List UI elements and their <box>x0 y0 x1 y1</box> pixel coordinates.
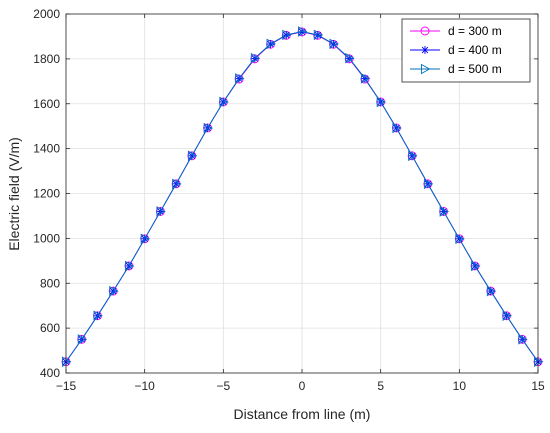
series-3-point <box>298 26 308 37</box>
x-axis-label: Distance from line (m) <box>234 406 371 422</box>
y-tick-label: 1200 <box>33 187 60 201</box>
y-tick-label: 400 <box>40 366 60 380</box>
series-3 <box>62 26 544 368</box>
series-3-point <box>360 73 371 84</box>
x-tick-label: 0 <box>299 379 306 393</box>
legend-box <box>401 18 531 83</box>
series-3-point <box>124 260 135 272</box>
series-3-point <box>345 52 355 64</box>
series-3-point <box>250 52 261 64</box>
series-3-point <box>77 334 88 345</box>
legend-marker <box>421 63 431 75</box>
legend-label: d = 400 m <box>448 43 502 57</box>
series-3-point <box>313 29 324 41</box>
legend-marker <box>421 46 429 54</box>
series-3-point <box>329 38 339 50</box>
y-tick-label: 1400 <box>33 142 60 156</box>
y-tick-label: 1800 <box>33 52 60 66</box>
series-3-point <box>376 96 387 108</box>
series-3-point <box>156 206 166 217</box>
series-3-point <box>187 150 198 162</box>
y-tick-label: 1000 <box>33 231 60 245</box>
y-tick-label: 2000 <box>33 7 60 21</box>
series-3-point <box>534 356 544 368</box>
legend-label: d = 300 m <box>448 24 502 38</box>
legend-label: d = 500 m <box>448 62 502 76</box>
series-3-point <box>455 233 465 245</box>
series-3-point <box>282 29 292 41</box>
series-3-line <box>65 31 539 363</box>
series-3-point <box>109 285 119 297</box>
series-3-point <box>486 285 497 297</box>
series-3-point <box>235 73 245 84</box>
series-layer <box>61 26 544 368</box>
axis-ticks: −15 −10 −5 0 5 10 15 400 600 800 1000 1200 1400 1600 1… <box>33 7 545 393</box>
y-axis-label: Electric field (V/m) <box>6 137 22 251</box>
series-3-point <box>203 122 214 134</box>
series-3-point <box>392 122 402 134</box>
x-tick-label: 15 <box>531 379 545 393</box>
series-3-point <box>408 150 418 162</box>
legend-marker <box>420 26 430 36</box>
x-tick-label: 10 <box>453 379 467 393</box>
series-3-point <box>423 178 434 190</box>
y-tick-label: 600 <box>40 321 60 335</box>
series-3-point <box>518 334 528 345</box>
series-3-point <box>266 38 276 50</box>
series-3-point <box>219 96 229 108</box>
series-3-point <box>140 233 151 245</box>
x-tick-label: −10 <box>134 379 155 393</box>
series-3-point <box>93 310 103 322</box>
y-tick-label: 800 <box>40 276 60 290</box>
series-3-point <box>471 260 481 272</box>
series-3-point <box>439 206 450 217</box>
x-tick-label: −15 <box>56 379 77 393</box>
series-3-point <box>502 310 512 322</box>
legend: d = 300 m d = 400 m d = 500 m <box>401 18 531 83</box>
series-3-point <box>62 356 72 368</box>
series-3-point <box>172 178 182 190</box>
x-tick-label: 5 <box>377 379 384 393</box>
x-tick-label: −5 <box>216 379 230 393</box>
y-tick-label: 1600 <box>33 97 60 111</box>
